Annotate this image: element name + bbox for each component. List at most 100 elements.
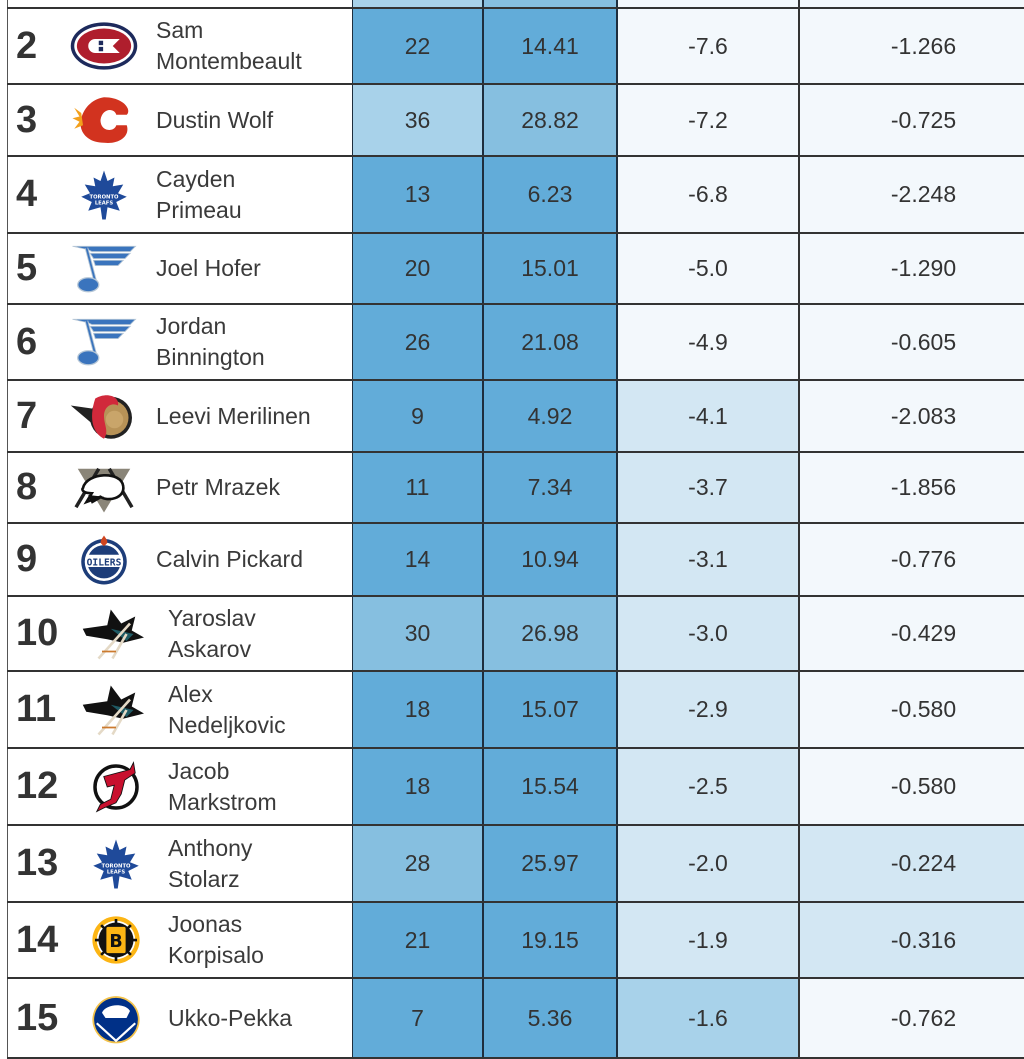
stat-col3-cell: 25.97: [482, 826, 618, 901]
games-played-cell: 30: [352, 597, 482, 670]
stat-col3-cell: 26.98: [482, 597, 618, 670]
games-played-cell: 21: [352, 903, 482, 977]
stat-col5-cell: -0.580: [800, 749, 1024, 824]
stat-col4-cell: -1.9: [618, 903, 800, 977]
svg-text:TORONTO: TORONTO: [90, 194, 120, 200]
rank-number: 15: [16, 996, 59, 1039]
svg-text:B: B: [109, 932, 122, 952]
player-cell: 13 TORONTO LEAFS Anthony Stolarz: [7, 826, 352, 901]
stat-col3-cell: 5.36: [482, 979, 618, 1057]
stat-col3-cell: 19.15: [482, 903, 618, 977]
table-row-5: 5 Joel Hofer 20 15.01 -5.0 -1.290: [7, 234, 1024, 305]
games-played-cell: 14: [352, 524, 482, 595]
stat-col3-cell: 15.54: [482, 749, 618, 824]
stat-col5-cell: -1.290: [800, 234, 1024, 303]
stat-col4-cell: -6.8: [618, 157, 800, 232]
rank-number: 4: [16, 173, 38, 215]
rank-number: 2: [16, 24, 38, 67]
stat-col3-cell: 6.23: [482, 157, 618, 232]
stat-col5-cell: -1.266: [800, 9, 1024, 83]
stat-col4-cell: -3.0: [618, 597, 800, 670]
player-name: Sam Montembeault: [156, 17, 302, 74]
player-cell: 14 B Joonas Korpisalo: [7, 903, 352, 977]
table-row-13: 13 TORONTO LEAFS Anthony Stolarz 28 25.97 …: [7, 826, 1024, 903]
games-played-cell: 28: [352, 826, 482, 901]
stat-col5-cell: [800, 0, 1024, 7]
sharks-logo-icon: [74, 602, 158, 666]
player-name: Dustin Wolf: [156, 106, 274, 133]
devils-logo-icon: [74, 755, 158, 819]
player-name: Cayden Primeau: [156, 165, 242, 223]
player-cell: 10 Yaroslav Askarov: [7, 597, 352, 670]
rank-number: 5: [16, 247, 38, 289]
player-cell: 7 Leevi Merilinen: [7, 381, 352, 451]
rank-number: 3: [16, 98, 38, 141]
games-played-cell: 36: [352, 85, 482, 155]
stat-col3-cell: 4.92: [482, 381, 618, 451]
oilers-logo-icon: OILERS: [62, 528, 146, 592]
svg-text:LEAFS: LEAFS: [107, 869, 126, 875]
stat-col5-cell: -1.856: [800, 453, 1024, 522]
svg-text:LEAFS: LEAFS: [95, 200, 114, 206]
table-row-10: 10 Yaroslav Askarov 30 26.98 -3.0 -0.429: [7, 597, 1024, 672]
flames-logo-icon: [62, 88, 146, 152]
player-name: Joel Hofer: [156, 255, 261, 281]
player-cell: 15 Ukko-Pekka: [7, 979, 352, 1057]
rank-number: 7: [16, 394, 38, 437]
stat-col4-cell: -4.1: [618, 381, 800, 451]
stat-col5-cell: -2.083: [800, 381, 1024, 451]
games-played-cell: 13: [352, 157, 482, 232]
stat-col5-cell: -0.762: [800, 979, 1024, 1057]
rank-number: 13: [16, 842, 59, 884]
stat-col4-cell: -3.7: [618, 453, 800, 522]
player-cell: 6 Jordan Binnington: [7, 305, 352, 379]
table-row-4: 4 TORONTO LEAFS Cayden Primeau 13 6.23 -6.…: [7, 157, 1024, 234]
games-played-cell: [352, 0, 482, 7]
svg-text:OILERS: OILERS: [87, 557, 122, 568]
bruins-logo-icon: B: [74, 908, 158, 972]
player-name: Calvin Pickard: [156, 546, 303, 572]
player-name: Alex Nedeljkovic: [168, 680, 286, 738]
rank-number: 11: [16, 688, 57, 730]
stat-col3-cell: 7.34: [482, 453, 618, 522]
player-name: Jacob Markstrom: [168, 757, 277, 815]
blues-logo-icon: [62, 237, 146, 301]
stat-col4-cell: -3.1: [618, 524, 800, 595]
player-name: Leevi Merilinen: [156, 402, 311, 429]
stat-col4-cell: -1.6: [618, 979, 800, 1057]
stat-col5-cell: -0.580: [800, 672, 1024, 747]
team-logo-icon: [62, 0, 146, 3]
table-row-14: 14 B Joonas Korpisalo 21 19.15 -1.9 -0.31…: [7, 903, 1024, 979]
canadiens-logo-icon: [62, 14, 146, 78]
player-cell: 4 TORONTO LEAFS Cayden Primeau: [7, 157, 352, 232]
games-played-cell: 18: [352, 749, 482, 824]
stat-col3-cell: 15.01: [482, 234, 618, 303]
stat-col5-cell: -0.776: [800, 524, 1024, 595]
stat-col5-cell: -0.224: [800, 826, 1024, 901]
games-played-cell: 26: [352, 305, 482, 379]
stat-col4-cell: -7.6: [618, 9, 800, 83]
player-cell: 1: [7, 0, 352, 7]
table-row-12: 12 Jacob Markstrom 18 15.54 -2.5 -0.580: [7, 749, 1024, 826]
player-cell: 2 Sam Montembeault: [7, 9, 352, 83]
stat-col3-cell: 14.41: [482, 9, 618, 83]
player-cell: 11 Alex Nedeljkovic: [7, 672, 352, 747]
stat-col5-cell: -0.605: [800, 305, 1024, 379]
rank-number: 9: [16, 538, 38, 580]
blues-logo-icon: [62, 310, 146, 374]
player-name: Petr Mrazek: [156, 474, 280, 500]
stat-col4-cell: -2.9: [618, 672, 800, 747]
player-name: Joonas Korpisalo: [168, 911, 264, 968]
ducks-logo-icon: [62, 456, 146, 520]
table-row-2: 2 Sam Montembeault 22 14.41 -7.6 -1.266: [7, 9, 1024, 85]
games-played-cell: 22: [352, 9, 482, 83]
table-row-7: 7 Leevi Merilinen 9 4.92 -4.1 -2.083: [7, 381, 1024, 453]
rank-number: 10: [16, 612, 59, 654]
player-name: Anthony Stolarz: [168, 834, 253, 892]
rank-number: 8: [16, 466, 38, 508]
games-played-cell: 7: [352, 979, 482, 1057]
player-cell: 3 Dustin Wolf: [7, 85, 352, 155]
stat-col4-cell: -7.2: [618, 85, 800, 155]
player-cell: 8 Petr Mrazek: [7, 453, 352, 522]
